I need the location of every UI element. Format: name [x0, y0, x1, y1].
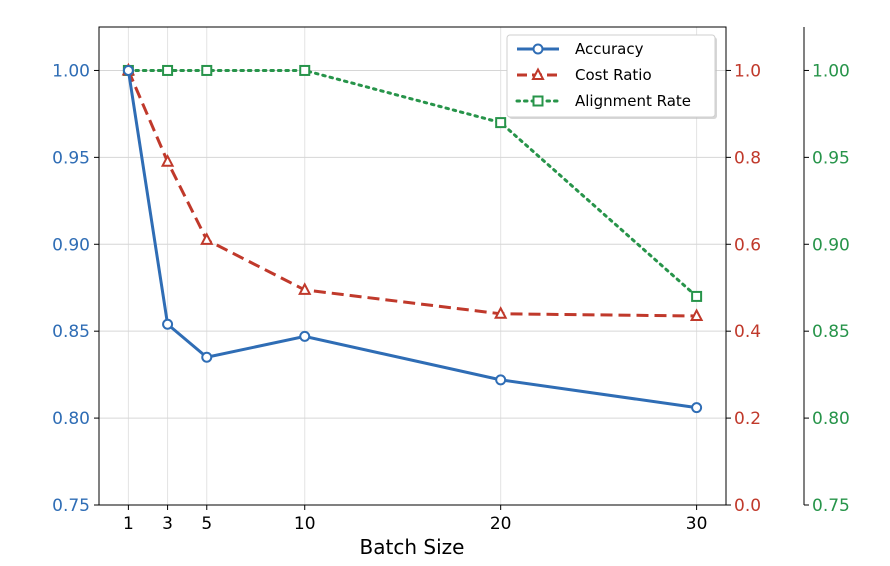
data-point-accuracy [495, 374, 507, 386]
far-right-tick-label: 0.95 [812, 148, 850, 168]
right-tick-label: 0.6 [734, 235, 761, 255]
right-tick-label: 0.8 [734, 148, 761, 168]
series-accuracy [122, 64, 703, 414]
far-right-tick-label: 0.85 [812, 322, 850, 342]
series-line-alignment-rate [126, 68, 699, 298]
data-point-cost-ratio [160, 154, 175, 167]
far-right-tick-label: 0.75 [812, 496, 850, 516]
x-tick-label: 1 [123, 514, 134, 534]
series-line-cost-ratio [127, 69, 697, 318]
left-tick-label: 0.80 [52, 409, 90, 429]
data-point-cost-ratio [298, 282, 312, 295]
legend-label: Alignment Rate [575, 92, 691, 110]
right-tick-label: 0.0 [734, 496, 761, 516]
data-point-cost-ratio [689, 308, 704, 321]
left-tick-label: 0.85 [52, 322, 90, 342]
x-tick-label: 3 [162, 514, 173, 534]
series-layer [121, 62, 704, 414]
right-tick-label: 0.2 [734, 409, 761, 429]
right-tick-label: 0.4 [734, 322, 761, 342]
data-point-alignment-rate [299, 64, 311, 76]
data-point-cost-ratio [494, 306, 508, 319]
right-tick-label: 1.0 [734, 61, 761, 81]
left-tick-label: 0.75 [52, 496, 90, 516]
data-point-alignment-rate [162, 64, 174, 76]
far-right-tick-label: 0.90 [812, 235, 850, 255]
data-point-alignment-rate [495, 117, 507, 129]
data-point-accuracy [162, 318, 174, 330]
legend-label: Accuracy [575, 40, 644, 58]
legend-marker [532, 95, 544, 107]
legend-label: Cost Ratio [575, 66, 652, 84]
legend-marker [532, 43, 544, 55]
legend: Accuracy Cost Ratio Alignment Rate [506, 34, 717, 119]
data-point-accuracy [122, 64, 134, 76]
x-tick-label: 5 [201, 514, 212, 534]
left-tick-label: 0.95 [52, 148, 90, 168]
left-tick-label: 1.00 [52, 61, 90, 81]
x-axis-label: Batch Size [360, 535, 465, 559]
plot-frame [98, 26, 727, 506]
x-tick-label: 30 [686, 514, 708, 534]
x-tick-label: 10 [294, 514, 316, 534]
x-tick-label: 20 [490, 514, 512, 534]
axes-layer: 1 3 5 10 20 30 0.75 0.80 0.85 0.90 0.95 1.00 0.0 0.2 0… [52, 61, 850, 534]
data-point-alignment-rate [691, 290, 703, 302]
far-right-tick-label: 1.00 [812, 61, 850, 81]
legend-marker [531, 67, 545, 80]
data-point-accuracy [691, 402, 703, 414]
data-point-cost-ratio [200, 232, 214, 245]
far-right-tick-label: 0.80 [812, 409, 850, 429]
legend-box [506, 34, 716, 118]
series-line-accuracy [126, 70, 697, 410]
data-point-accuracy [299, 330, 311, 342]
left-tick-label: 0.90 [52, 235, 90, 255]
data-point-alignment-rate [201, 64, 213, 76]
data-point-accuracy [201, 351, 213, 363]
